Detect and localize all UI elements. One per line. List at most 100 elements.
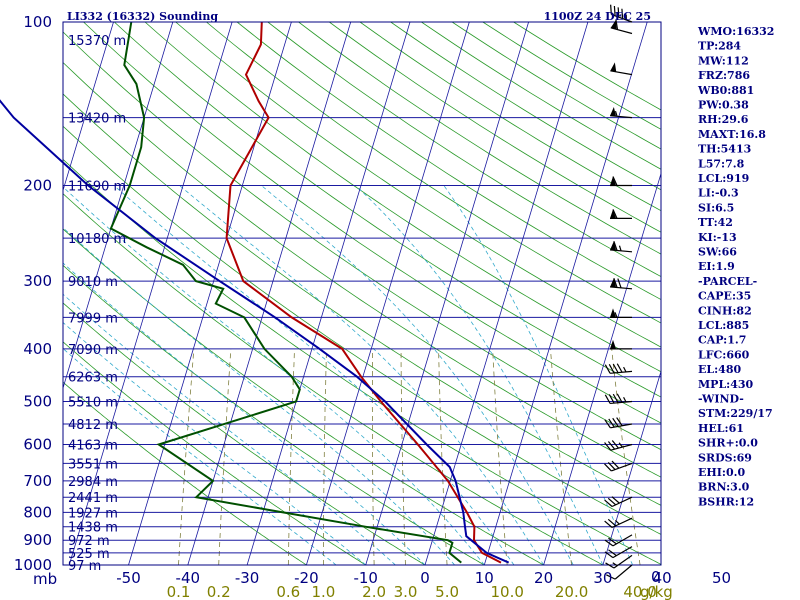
height-label: 2984 m bbox=[68, 475, 118, 490]
isotherm bbox=[63, 22, 114, 192]
index-entry: -WIND- bbox=[698, 393, 744, 406]
index-entry: WB0:881 bbox=[697, 84, 754, 97]
temperature-tick-label: 0 bbox=[420, 569, 430, 587]
mixing-ratio-label: 2.0 bbox=[362, 583, 386, 600]
index-entry: HEL:61 bbox=[698, 422, 744, 435]
isotherm bbox=[483, 22, 648, 565]
moist-adiabat bbox=[63, 321, 366, 565]
mixing-ratio-line bbox=[492, 348, 508, 565]
index-entry: BRN:3.0 bbox=[698, 481, 750, 494]
moist-adiabat bbox=[179, 185, 544, 565]
chart-time: 1100Z 24 DEC 25 bbox=[544, 10, 651, 23]
pressure-tick-label: 1000 bbox=[14, 556, 52, 574]
wind-barb bbox=[604, 440, 633, 451]
wind-barb bbox=[604, 517, 633, 529]
temperature-tick-label: 10 bbox=[475, 569, 494, 587]
mixing-ratio-label: 1.0 bbox=[311, 583, 335, 600]
isotherm bbox=[63, 22, 174, 390]
height-label: 9010 m bbox=[68, 275, 118, 290]
pressure-unit-label: mb bbox=[33, 570, 57, 588]
wind-barb bbox=[604, 417, 633, 429]
temperature-tick-label: -50 bbox=[116, 569, 141, 587]
wind-barb bbox=[610, 339, 632, 350]
index-entry: MAXT:16.8 bbox=[698, 128, 766, 141]
index-entry: PW:0.38 bbox=[698, 99, 749, 112]
dry-adiabat bbox=[83, 22, 661, 424]
isotherm bbox=[128, 22, 292, 565]
temperature-tick-label: -10 bbox=[353, 569, 378, 587]
index-entry: KI:-13 bbox=[698, 231, 737, 244]
height-label: 1927 m bbox=[68, 506, 118, 521]
height-label: 6263 m bbox=[68, 371, 118, 386]
index-entry: LI:-0.3 bbox=[698, 187, 739, 200]
height-label: 525 m bbox=[68, 547, 110, 562]
mixing-ratio-line bbox=[611, 348, 641, 565]
wind-barb bbox=[610, 308, 632, 318]
height-label: 5510 m bbox=[68, 396, 118, 411]
index-entry: SHR+:0.0 bbox=[698, 437, 758, 450]
height-label: 7090 m bbox=[68, 343, 118, 358]
index-entry: BSHR:12 bbox=[698, 495, 754, 508]
index-entry: EI:1.9 bbox=[698, 260, 735, 273]
height-label: 4163 m bbox=[68, 439, 118, 454]
height-label: 97 m bbox=[68, 559, 101, 574]
index-entry: MW:112 bbox=[698, 54, 749, 67]
index-entry: LCL:885 bbox=[698, 319, 749, 332]
dry-adiabat bbox=[482, 22, 661, 130]
isotherm bbox=[543, 172, 661, 565]
mixing-ratio-unit: g/kg bbox=[640, 583, 673, 600]
isotherm bbox=[365, 22, 529, 565]
mixing-ratio-label: 0.1 bbox=[167, 583, 191, 600]
wind-zero-label: 0 bbox=[651, 568, 661, 586]
dry-adiabat bbox=[63, 61, 661, 478]
height-label: 1438 m bbox=[68, 521, 118, 536]
height-label: 3551 m bbox=[68, 457, 118, 472]
wind-barb bbox=[604, 393, 633, 405]
plot-frame bbox=[62, 21, 662, 566]
temperature-tick-label: -30 bbox=[235, 569, 260, 587]
isotherm bbox=[246, 22, 411, 565]
index-entry: WMO:16332 bbox=[697, 25, 774, 38]
temperature-tick-label: -40 bbox=[176, 569, 201, 587]
height-label: 10180 m bbox=[68, 232, 126, 247]
index-entry: TH:5413 bbox=[698, 143, 751, 156]
temperature-profile bbox=[225, 21, 502, 564]
mixing-ratio-label: 0.6 bbox=[276, 583, 300, 600]
temperature-tick-label: 30 bbox=[593, 569, 612, 587]
wind-barbs bbox=[604, 4, 633, 580]
wind-barb bbox=[605, 554, 633, 569]
parcel-profile bbox=[0, 99, 510, 564]
wind-barb bbox=[610, 106, 633, 119]
pressure-tick-label: 400 bbox=[23, 340, 52, 358]
mixing-ratio-line bbox=[178, 348, 195, 565]
index-entry: -PARCEL- bbox=[698, 275, 757, 288]
moist-adiabat bbox=[113, 185, 515, 565]
index-entry: TT:42 bbox=[698, 216, 733, 229]
wind-barb bbox=[610, 4, 633, 23]
pressure-tick-label: 900 bbox=[23, 531, 52, 549]
isotherm bbox=[602, 369, 661, 565]
mixing-ratio-label: 20.0 bbox=[555, 583, 588, 600]
index-entry: MPL:430 bbox=[698, 378, 754, 391]
wind-barb bbox=[610, 209, 632, 219]
isotherm bbox=[306, 22, 470, 565]
wind-barb bbox=[610, 176, 632, 187]
index-entry: SW:66 bbox=[698, 246, 737, 259]
wind-barb bbox=[604, 534, 633, 547]
temperature-tick-label: -20 bbox=[294, 569, 319, 587]
moist-adiabat bbox=[261, 185, 574, 565]
mixing-ratio-label: 40.0 bbox=[623, 583, 656, 600]
pressure-tick-label: 600 bbox=[23, 436, 52, 454]
index-entry: EL:480 bbox=[698, 363, 741, 376]
height-label: 972 m bbox=[68, 534, 110, 549]
temperature-tick-label: 50 bbox=[712, 569, 731, 587]
height-label: 15370 m bbox=[68, 34, 126, 49]
wind-barb bbox=[604, 363, 633, 374]
height-label: 11690 m bbox=[68, 180, 126, 195]
dry-adiabat bbox=[63, 31, 661, 451]
index-entry: CAP:1.7 bbox=[698, 334, 746, 347]
moist-adiabat bbox=[443, 185, 633, 565]
index-entry: L57:7.8 bbox=[698, 157, 745, 170]
